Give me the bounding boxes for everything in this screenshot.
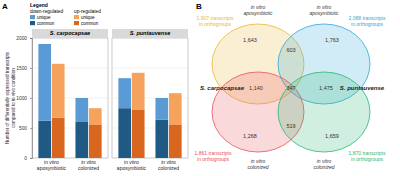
tick: 1000 xyxy=(16,96,32,101)
venn-condition: in vitrocolonized xyxy=(313,158,334,170)
venn-condition: in vitroaposymbiotic xyxy=(243,4,273,16)
venn-species: S. carpocapsae xyxy=(200,85,245,91)
facet-title: S. carpocapsae xyxy=(50,30,90,36)
bar xyxy=(89,124,102,158)
tick-mark xyxy=(30,158,32,159)
y-tick-label: 0 xyxy=(24,156,27,161)
y-axis-title: Number of differentially expressed trans… xyxy=(5,51,16,144)
tick: 1500 xyxy=(16,66,32,71)
grid-line xyxy=(32,38,108,39)
x-tick-label: in vitroaposymbiotic xyxy=(117,159,147,171)
bar xyxy=(38,121,51,158)
venn-condition: in vitrocolonized xyxy=(247,158,268,170)
venn-total: 2,088 transcriptsin orthogroups xyxy=(349,15,386,27)
y-tick-label: 2000 xyxy=(16,36,27,41)
tick-mark xyxy=(30,128,32,129)
venn-total: 1,870 transcriptsin orthogroups xyxy=(349,150,386,162)
y-axis: 0 500 1000 1500 2000 xyxy=(16,36,32,161)
legend-swatch xyxy=(30,15,35,19)
bars xyxy=(118,73,181,158)
legend-swatch xyxy=(30,21,35,25)
facet: S. carpocapsae in vitroaposymbiotic in vit… xyxy=(32,29,108,171)
x-tick-label: in vitrocolonized xyxy=(158,159,179,171)
legend-label: common xyxy=(37,21,55,26)
legend-swatch xyxy=(74,15,79,19)
tick: 0 xyxy=(24,156,32,161)
tick-mark xyxy=(30,68,32,69)
panel-label: B xyxy=(196,2,202,11)
bar xyxy=(169,124,182,158)
bar xyxy=(118,108,131,158)
venn-region-count: 519 xyxy=(286,123,295,129)
bar xyxy=(169,93,182,124)
legend-group: down-regulated xyxy=(30,9,63,14)
venn-region-count: 603 xyxy=(286,47,295,53)
tick-mark xyxy=(30,98,32,99)
grid-line xyxy=(112,38,188,39)
facet-strip xyxy=(112,29,188,38)
venn-region-count: 1,268 xyxy=(243,133,257,139)
bar xyxy=(118,78,131,108)
bar xyxy=(89,108,102,124)
facet-title: S. puntauvense xyxy=(130,30,171,36)
axis-line xyxy=(30,39,33,159)
figure: A Number of differentially expressed tran… xyxy=(0,0,400,176)
venn-region-count: 1,763 xyxy=(325,37,339,43)
plot-area xyxy=(32,38,108,158)
venn-region-count: 1,475 xyxy=(319,85,333,91)
venn-region-count: 347 xyxy=(286,85,295,91)
grid-line xyxy=(112,68,188,69)
venn-condition: in vitroaposymbiotic xyxy=(309,4,339,16)
bar xyxy=(52,64,65,118)
facet-strip xyxy=(32,29,108,38)
y-tick-label: 500 xyxy=(19,126,27,131)
venn-species: S. puntauvense xyxy=(340,85,385,91)
bar xyxy=(155,98,168,120)
bar xyxy=(155,120,168,158)
bar xyxy=(38,44,51,121)
bar xyxy=(75,98,88,122)
venn-total: 1,861 transcriptsin orthogroups xyxy=(195,150,232,162)
venn-region-count: 1,140 xyxy=(249,85,263,91)
legend-label: common xyxy=(81,21,99,26)
x-tick-label: in vitrocolonized xyxy=(78,159,99,171)
bar xyxy=(52,118,65,158)
tick: 500 xyxy=(19,126,32,131)
legend-label: unique xyxy=(37,15,51,20)
x-tick-label: in vitroaposymbiotic xyxy=(37,159,67,171)
venn-region-count: 1,659 xyxy=(325,133,339,139)
y-tick-label: 1500 xyxy=(16,66,27,71)
legend: Legenddown-regulateduniquecommonup-regul… xyxy=(30,2,101,26)
venn: in vitroaposymbiotic 1,907 transcriptsin … xyxy=(195,4,386,170)
legend-label: unique xyxy=(81,15,95,20)
venn-set xyxy=(278,72,370,152)
bars xyxy=(38,44,101,158)
facet: S. puntauvense in vitroaposymbiotic in vit… xyxy=(112,29,188,171)
bar xyxy=(132,73,145,110)
venn-total: 1,907 transcriptsin orthogroups xyxy=(197,15,234,27)
bar xyxy=(75,122,88,158)
legend-title: Legend xyxy=(30,2,48,8)
legend-group: up-regulated xyxy=(74,9,101,14)
venn-region-count: 1,643 xyxy=(243,37,257,43)
legend-swatch xyxy=(74,21,79,25)
tick: 2000 xyxy=(16,36,32,41)
tick-mark xyxy=(30,38,32,39)
bar xyxy=(132,110,145,158)
panel-label: A xyxy=(2,2,8,11)
y-tick-label: 1000 xyxy=(16,96,27,101)
plot-area xyxy=(112,38,188,158)
